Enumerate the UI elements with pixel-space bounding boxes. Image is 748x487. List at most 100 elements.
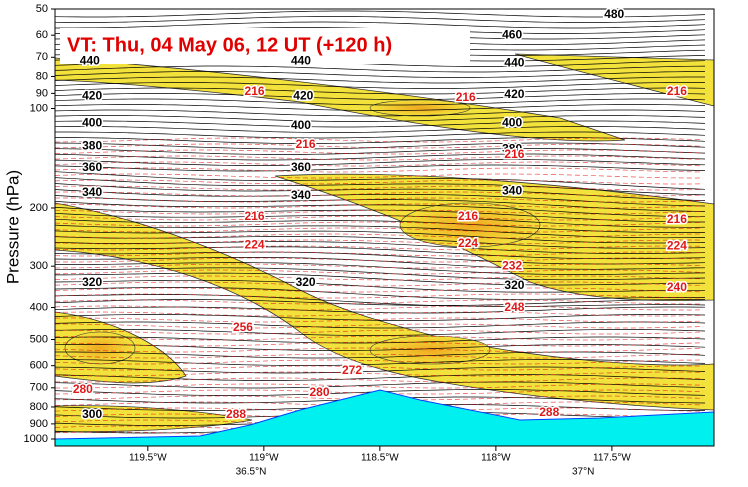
contour-label: 288 [226, 407, 246, 421]
x-tick-label: 118°W [481, 453, 511, 464]
contour-label: 340 [82, 185, 102, 199]
x-tick-label: 119°W [249, 453, 279, 464]
isotherm-line [55, 167, 704, 173]
plot-area [55, 9, 714, 446]
x-tick-label: 117.5°W [593, 453, 631, 464]
isentrope-line [55, 71, 705, 78]
jet-cores [64, 99, 541, 365]
contour-label: 440 [80, 54, 100, 68]
y-tick-label: 700 [30, 382, 48, 394]
isotherm-line [55, 137, 704, 143]
x2-tick-label: 37°N [572, 467, 594, 478]
isotherm-line [55, 275, 704, 281]
isotherm-line [55, 365, 704, 371]
y-tick-label: 90 [36, 87, 48, 99]
isentrope-line [55, 153, 706, 161]
isotherm-line [55, 293, 704, 299]
isotherm-line [55, 377, 704, 383]
isentrope-line [55, 336, 706, 344]
isentrope-line [55, 218, 706, 233]
isentrope-line [55, 131, 706, 139]
contour-label: 320 [82, 275, 102, 289]
isentrope-line [55, 267, 706, 281]
contour-label: 248 [504, 300, 524, 314]
isotherm-line [55, 335, 704, 341]
y-tick-label: 1000 [24, 433, 48, 445]
isentrope-line [55, 366, 706, 374]
contour-label: 420 [82, 89, 102, 103]
y-tick-label: 400 [30, 301, 48, 313]
contour-label: 232 [502, 258, 522, 272]
contour-label: 224 [458, 236, 478, 250]
contour-label: 440 [291, 54, 311, 68]
y-axis-label: Pressure (hPa) [3, 170, 22, 284]
contour-label: 224 [667, 238, 687, 252]
x-tick-label: 118.5°W [361, 453, 399, 464]
isentrope-line [55, 171, 706, 190]
isentrope-line [55, 314, 706, 321]
isotherm-line [55, 233, 704, 239]
chart-title: VT: Thu, 04 May 06, 12 UT (+120 h) [67, 34, 392, 56]
y-tick-label: 800 [30, 401, 48, 413]
isotherm-line [55, 317, 704, 323]
isentrope-line [55, 374, 706, 381]
contour-label: 320 [296, 275, 316, 289]
isentrope-line [55, 212, 706, 228]
isotherm-line [55, 371, 704, 377]
contour-label: 420 [504, 87, 524, 101]
isentrope-line [55, 115, 706, 122]
contour-label: 216 [667, 84, 687, 98]
isotherm-line [55, 221, 704, 227]
contour-label: 216 [245, 209, 265, 223]
contour-label: 400 [82, 116, 102, 130]
contour-label: 216 [458, 209, 478, 223]
isotherm-line [55, 203, 704, 209]
isentrope-line [55, 159, 706, 166]
isentrope-line [55, 76, 705, 84]
y-tick-label: 900 [30, 418, 48, 430]
y-tick-label: 70 [36, 51, 48, 63]
contour-label: 288 [539, 405, 559, 419]
contour-label: 360 [82, 160, 102, 174]
isotherm-line [55, 209, 704, 215]
contour-label: 380 [82, 138, 102, 152]
contour-label: 256 [233, 320, 253, 334]
isentrope-line [55, 262, 706, 275]
isotherm-line [55, 305, 704, 311]
contour-label: 240 [667, 280, 687, 294]
x-tick-label: 119.5°W [129, 453, 167, 464]
isotherm-line [55, 197, 704, 203]
isentrope-line [55, 183, 706, 201]
isotherm-line [55, 215, 704, 221]
isotherm-line [55, 281, 704, 287]
isotherm-line [55, 287, 704, 293]
isentrope-line [55, 82, 706, 89]
isotherm-line [55, 173, 703, 179]
isentrope-line [55, 351, 706, 359]
y-tick-label: 200 [30, 202, 48, 214]
isotherm-line [55, 299, 703, 305]
isentrope-line [55, 142, 706, 150]
title-box [60, 28, 470, 64]
isotherm-line [55, 329, 704, 335]
isotherm-line [55, 341, 704, 347]
contour-label: 400 [502, 116, 522, 130]
isotherm-line [55, 269, 704, 275]
isentrope-line [55, 230, 706, 244]
x2-tick-label: 36.5°N [236, 467, 267, 478]
y-tick-label: 80 [36, 70, 48, 82]
y-tick-label: 100 [30, 102, 48, 114]
isentrope-line [55, 257, 706, 270]
contour-label: 440 [504, 55, 524, 69]
contour-label: 420 [293, 89, 313, 103]
isentrope-line [55, 201, 705, 218]
axes: 50 60 70 80 90 100 200 300 400 500 600 700 800 900 100… [24, 3, 632, 478]
y-tick-label: 50 [36, 3, 48, 15]
isentrope-line [55, 109, 706, 117]
contour-label: 216 [296, 137, 316, 151]
jet-core [64, 331, 136, 365]
isentrope-line [55, 207, 705, 223]
isentrope-line [55, 299, 705, 306]
contour-label: 280 [73, 382, 93, 396]
